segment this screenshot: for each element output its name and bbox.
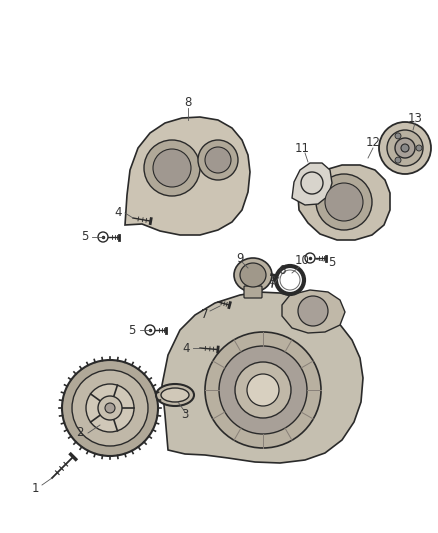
Polygon shape [125, 117, 250, 235]
Ellipse shape [156, 384, 194, 406]
Circle shape [62, 360, 158, 456]
Polygon shape [282, 290, 345, 333]
Polygon shape [292, 163, 332, 205]
Circle shape [395, 133, 401, 139]
Text: 2: 2 [76, 426, 84, 440]
Text: 12: 12 [365, 136, 381, 149]
Circle shape [235, 362, 291, 418]
Polygon shape [298, 165, 390, 240]
Circle shape [219, 346, 307, 434]
Circle shape [86, 384, 134, 432]
Text: 5: 5 [328, 255, 336, 269]
Circle shape [105, 403, 115, 413]
Text: 9: 9 [236, 252, 244, 264]
Circle shape [205, 147, 231, 173]
Circle shape [144, 140, 200, 196]
Text: 4: 4 [114, 206, 122, 220]
Polygon shape [162, 292, 363, 463]
Text: 11: 11 [294, 141, 310, 155]
Ellipse shape [161, 388, 189, 402]
Circle shape [98, 396, 122, 420]
Circle shape [153, 149, 191, 187]
Circle shape [316, 174, 372, 230]
Text: 1: 1 [31, 481, 39, 495]
Text: 3: 3 [181, 408, 189, 422]
Circle shape [395, 157, 401, 163]
Circle shape [416, 145, 422, 151]
Ellipse shape [240, 263, 266, 287]
Text: 8: 8 [184, 96, 192, 109]
Circle shape [198, 140, 238, 180]
Circle shape [205, 332, 321, 448]
Text: 13: 13 [408, 111, 422, 125]
Circle shape [72, 370, 148, 446]
Circle shape [395, 138, 415, 158]
Circle shape [387, 130, 423, 166]
Text: 6: 6 [278, 264, 286, 278]
Circle shape [401, 144, 409, 152]
Text: 4: 4 [182, 342, 190, 354]
Text: 7: 7 [201, 308, 209, 320]
Ellipse shape [234, 258, 272, 292]
Text: 5: 5 [128, 324, 136, 336]
Circle shape [298, 296, 328, 326]
FancyBboxPatch shape [244, 286, 262, 298]
Circle shape [247, 374, 279, 406]
Text: 10: 10 [295, 254, 309, 268]
Circle shape [325, 183, 363, 221]
Text: 5: 5 [81, 230, 88, 244]
Circle shape [379, 122, 431, 174]
